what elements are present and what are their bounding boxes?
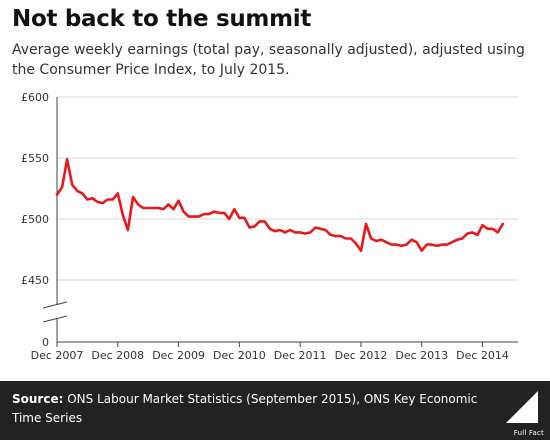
- x-tick-label: Dec 2011: [274, 349, 327, 362]
- footer: Source: ONS Labour Market Statistics (Se…: [0, 381, 550, 440]
- y-tick-label: £600: [21, 91, 49, 104]
- x-tick-label: Dec 2013: [395, 349, 448, 362]
- axes: [42, 97, 518, 347]
- x-tick-label: Dec 2007: [31, 349, 84, 362]
- x-tick-label: Dec 2008: [91, 349, 144, 362]
- gridlines: [57, 96, 518, 281]
- source-text: ONS Labour Market Statistics (September …: [12, 392, 478, 425]
- x-tick-label: Dec 2012: [335, 349, 388, 362]
- x-tick-label: Dec 2010: [213, 349, 266, 362]
- axis-break-icon: [42, 301, 68, 323]
- earnings-series-line: [55, 157, 505, 252]
- chart-subtitle: Average weekly earnings (total pay, seas…: [12, 42, 525, 78]
- y-tick-label: £500: [21, 213, 49, 226]
- chart-title: Not back to the summit: [12, 6, 312, 32]
- logo-text: Full Fact: [513, 429, 544, 437]
- y-tick-label: £450: [21, 274, 49, 287]
- series-layer: [55, 157, 505, 252]
- source-note: Source: ONS Labour Market Statistics (Se…: [12, 390, 482, 428]
- y-tick-label: 0: [42, 336, 49, 349]
- x-tick-label: Dec 2014: [456, 349, 509, 362]
- source-label: Source:: [12, 392, 64, 406]
- full-fact-logo-icon: [506, 391, 538, 423]
- x-tick-label: Dec 2009: [152, 349, 205, 362]
- y-tick-label: £550: [21, 152, 49, 165]
